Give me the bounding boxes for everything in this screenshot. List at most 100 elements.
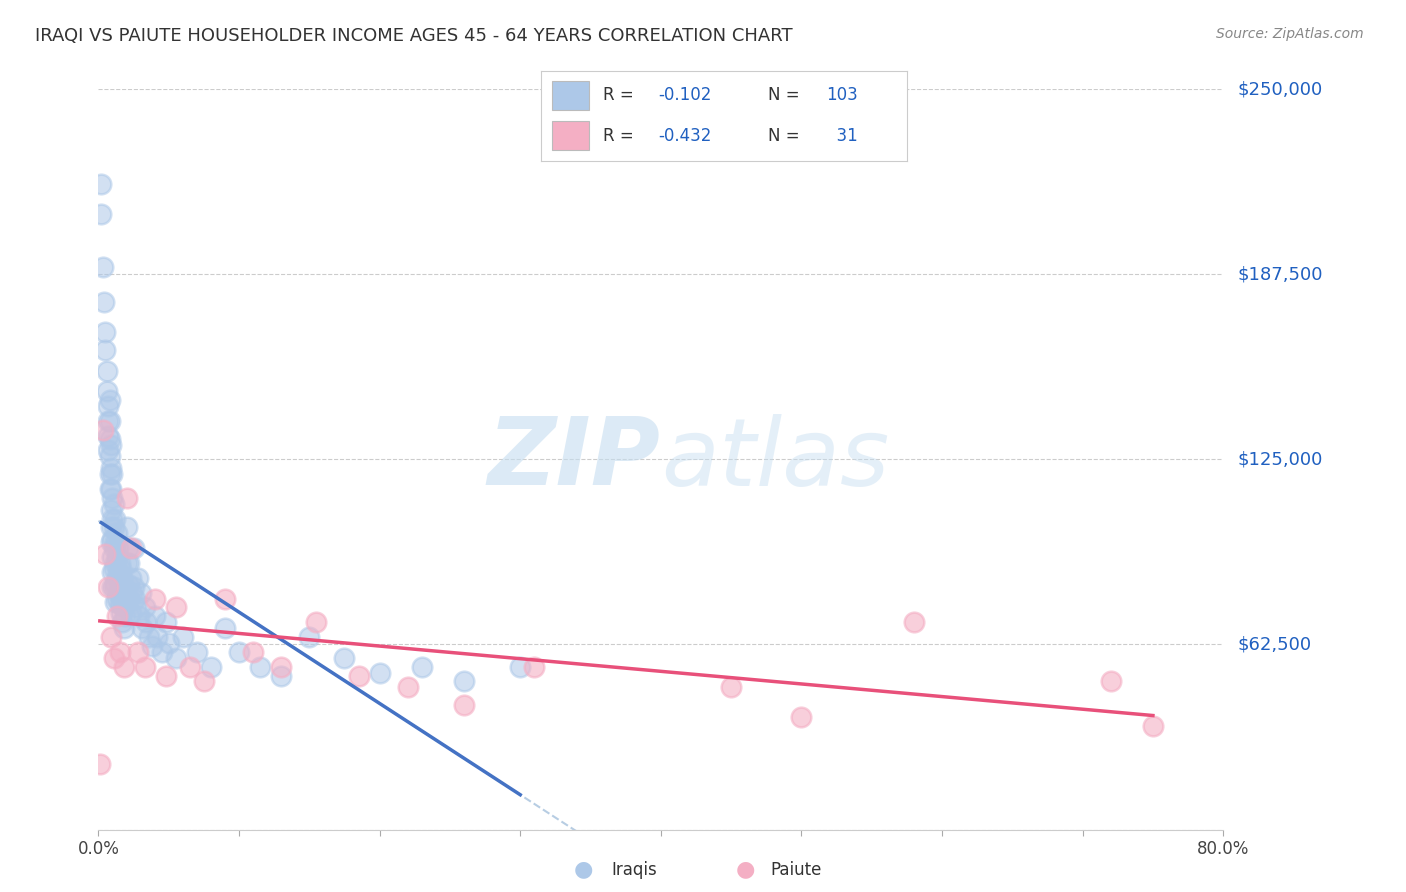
Point [104, 511, 127, 525]
Point [214, 591, 236, 606]
Point [101, 565, 124, 579]
Point [100, 502, 122, 516]
Point [193, 674, 215, 689]
Point [89, 757, 111, 772]
Point [121, 585, 143, 599]
Point [104, 576, 127, 591]
Point [200, 659, 222, 673]
Point [108, 598, 131, 612]
Point [98, 414, 121, 428]
Point [101, 533, 124, 547]
Point [108, 645, 131, 659]
Point [242, 645, 264, 659]
Point [127, 645, 149, 659]
Point [720, 681, 742, 695]
Point [115, 556, 138, 570]
Point [141, 639, 163, 653]
Text: R =: R = [603, 87, 634, 104]
Point [453, 698, 475, 713]
Text: Paiute: Paiute [770, 861, 823, 879]
Point [110, 585, 132, 599]
Point [118, 591, 141, 606]
FancyBboxPatch shape [553, 81, 589, 110]
Point [103, 497, 125, 511]
Point [270, 668, 292, 682]
Point [305, 615, 328, 630]
Point [118, 556, 141, 570]
Point [111, 594, 134, 608]
Point [97, 443, 120, 458]
Text: $250,000: $250,000 [1237, 80, 1323, 98]
Point [104, 594, 127, 608]
Point [103, 562, 125, 576]
Point [94, 325, 117, 339]
Point [97, 428, 120, 442]
Point [96, 384, 118, 399]
Point [396, 681, 419, 695]
Point [146, 630, 169, 644]
Point [165, 650, 187, 665]
Point [120, 541, 142, 556]
Point [97, 414, 120, 428]
Text: $187,500: $187,500 [1237, 265, 1323, 284]
Point [114, 609, 136, 624]
FancyBboxPatch shape [553, 121, 589, 150]
Point [270, 659, 292, 673]
Point [509, 659, 531, 673]
Point [97, 399, 120, 413]
Point [112, 621, 135, 635]
Point [105, 550, 128, 565]
Point [127, 571, 149, 585]
Point [104, 556, 127, 570]
Point [105, 571, 128, 585]
Point [120, 571, 142, 585]
Point [214, 621, 236, 635]
Point [98, 467, 121, 482]
Point [100, 535, 122, 549]
Point [90, 206, 112, 220]
Point [108, 576, 131, 591]
Point [100, 461, 122, 475]
Point [111, 571, 134, 585]
Point [107, 585, 129, 599]
Text: N =: N = [768, 87, 800, 104]
Point [347, 668, 370, 682]
Point [122, 580, 145, 594]
Point [128, 609, 150, 624]
Point [90, 177, 112, 191]
Point [115, 591, 138, 606]
Text: $62,500: $62,500 [1237, 635, 1312, 654]
Point [122, 541, 145, 556]
Point [1099, 674, 1122, 689]
Point [112, 659, 135, 673]
Point [333, 650, 356, 665]
Point [523, 659, 546, 673]
Point [249, 659, 271, 673]
Point [138, 630, 160, 644]
Text: ●: ● [735, 860, 755, 880]
Point [100, 520, 122, 534]
Point [228, 645, 250, 659]
Point [155, 615, 177, 630]
Text: -0.102: -0.102 [658, 87, 711, 104]
Text: -0.432: -0.432 [658, 127, 711, 145]
Point [157, 636, 180, 650]
Point [143, 591, 166, 606]
Point [179, 659, 201, 673]
Point [117, 576, 139, 591]
Point [104, 535, 127, 549]
Point [107, 565, 129, 579]
Text: ●: ● [574, 860, 593, 880]
Point [115, 491, 138, 505]
Text: N =: N = [768, 127, 800, 145]
Point [101, 511, 124, 525]
Point [411, 659, 433, 673]
Point [134, 600, 156, 615]
Point [143, 609, 166, 624]
Text: atlas: atlas [661, 414, 889, 505]
Point [105, 526, 128, 541]
Point [105, 591, 128, 606]
Point [111, 615, 134, 630]
Point [129, 585, 152, 599]
Point [165, 600, 187, 615]
